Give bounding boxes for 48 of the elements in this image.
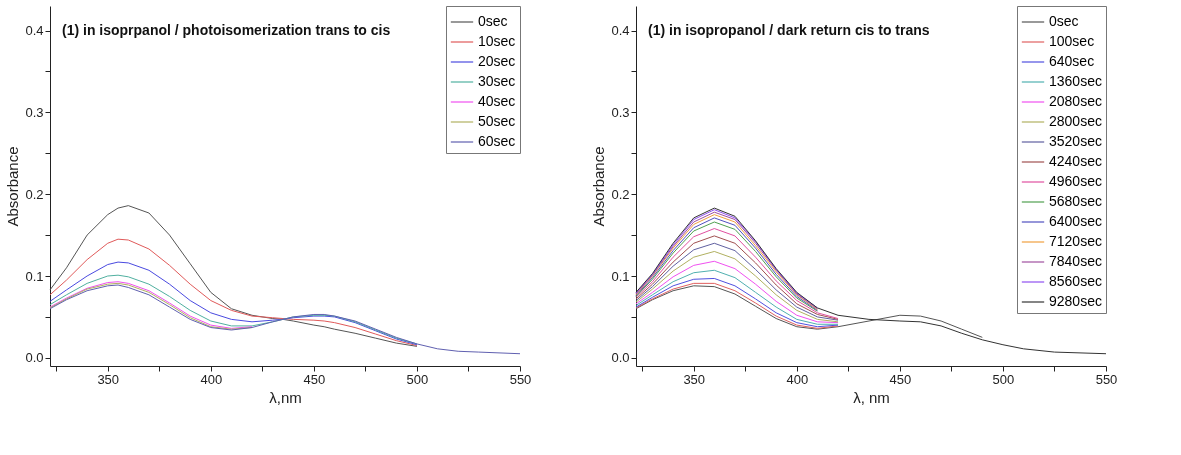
legend-label: 4960sec (1049, 173, 1102, 189)
legend-label: 2080sec (1049, 93, 1102, 109)
x-tick-label: 550 (509, 371, 532, 387)
x-tick-label: 500 (992, 371, 1015, 387)
legend-label: 0sec (478, 13, 508, 29)
legend-label: 10sec (478, 33, 516, 49)
legend-label: 60sec (478, 133, 516, 149)
text: (1) in isopropanol / dark return cis to trans (648, 22, 930, 38)
legend-label: 3520sec (1049, 133, 1102, 149)
y-tick-label: 0.4 (25, 23, 44, 39)
y-tick-label: 0.0 (611, 350, 630, 366)
x-tick-label: 400 (200, 371, 223, 387)
x-tick-label: 450 (303, 371, 326, 387)
y-tick-label: 0.1 (25, 268, 44, 284)
x-tick-label: 350 (97, 371, 120, 387)
legend-label: 50sec (478, 113, 516, 129)
legend-label: 4240sec (1049, 153, 1102, 169)
legend-label: 0sec (1049, 13, 1079, 29)
legend-label: 640sec (1049, 53, 1095, 69)
x-tick-label: 450 (889, 371, 912, 387)
legend-label: 5680sec (1049, 193, 1102, 209)
x-axis-title: λ, nm (853, 388, 890, 406)
legend-label: 1360sec (1049, 73, 1102, 89)
legend-label: 6400sec (1049, 213, 1102, 229)
y-axis-title: Absorbance (4, 146, 22, 227)
y-tick-label: 0.3 (611, 104, 630, 120)
legend-label: 40sec (478, 93, 516, 109)
x-tick-label: 500 (406, 371, 429, 387)
y-tick-label: 0.1 (611, 268, 630, 284)
y-tick-label: 0.3 (25, 104, 44, 120)
text: (1) in isoprpanol / photoisomerization trans to cis (62, 22, 391, 38)
legend-label: 9280sec (1049, 293, 1102, 309)
y-tick-label: 0.2 (611, 186, 630, 202)
legend-label: 30sec (478, 73, 516, 89)
x-axis-title: λ,nm (269, 388, 302, 406)
legend-label: 8560sec (1049, 273, 1102, 289)
y-tick-label: 0.2 (25, 186, 44, 202)
y-tick-label: 0.0 (25, 350, 44, 366)
legend-label: 100sec (1049, 33, 1095, 49)
legend-label: 2800sec (1049, 113, 1102, 129)
x-tick-label: 350 (683, 371, 706, 387)
y-tick-label: 0.4 (611, 23, 630, 39)
legend-label: 7840sec (1049, 253, 1102, 269)
legend-label: 20sec (478, 53, 516, 69)
x-tick-label: 550 (1095, 371, 1118, 387)
x-tick-label: 400 (786, 371, 809, 387)
y-axis-title: Absorbance (590, 146, 608, 227)
legend-label: 7120sec (1049, 233, 1102, 249)
